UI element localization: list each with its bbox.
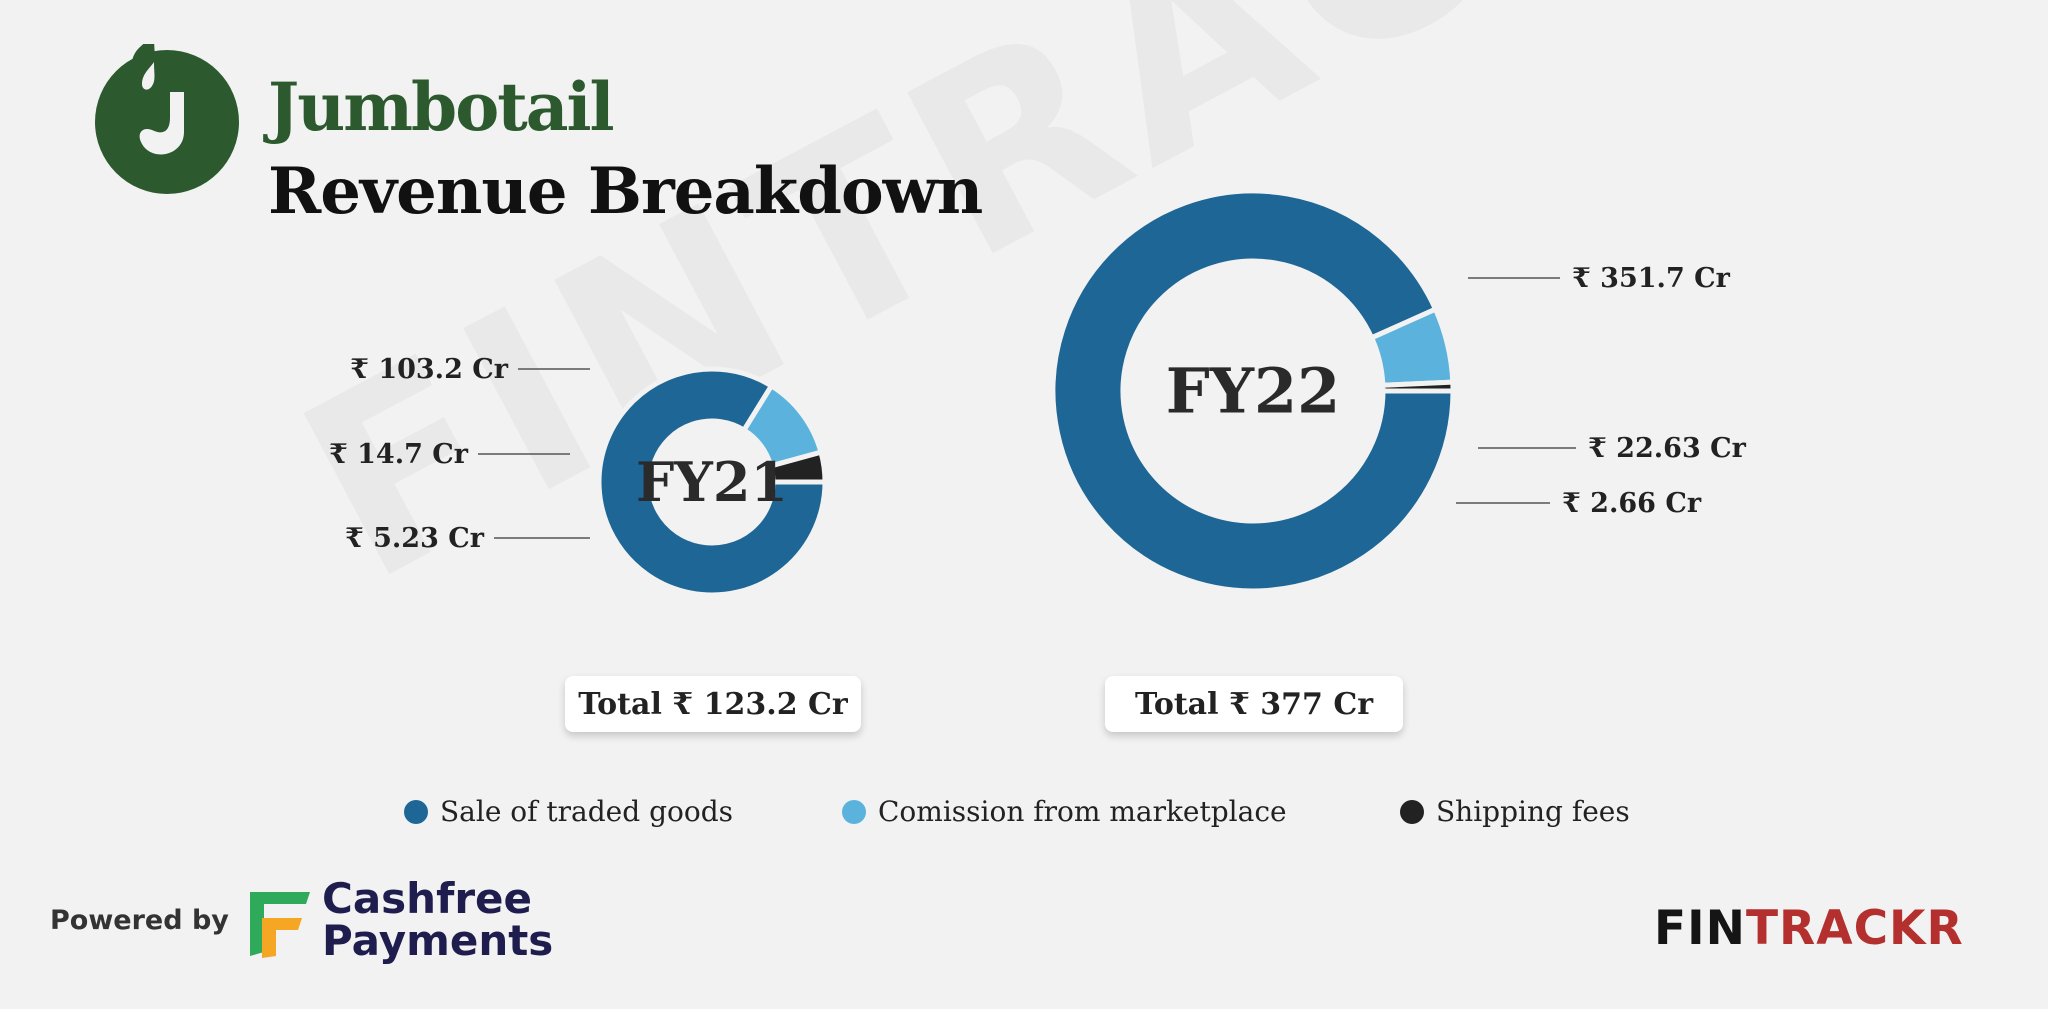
chart-legend: Sale of traded goods Comission from mark… — [400, 795, 1660, 835]
fy22-donut: FY22 ₹ 351.7 Cr ₹ 22.63 Cr ₹ 2.66 Cr — [1050, 188, 1747, 594]
legend-swatch-shipping — [1400, 799, 1424, 824]
page-title: Revenue Breakdown — [268, 154, 983, 229]
fy22-value-label-3: ₹ 2.66 Cr — [1562, 488, 1702, 519]
fy22-slice-1 — [1050, 188, 1456, 594]
jumbotail-logo-icon — [95, 44, 239, 194]
fy21-donut: FY21 ₹ 103.2 Cr ₹ 14.7 Cr ₹ 5.23 Cr — [329, 354, 828, 598]
legend-label-sale: Sale of traded goods — [440, 795, 734, 828]
fy21-total-label: Total ₹ 123.2 Cr — [578, 686, 848, 722]
cashfree-line1: Cashfree — [322, 874, 533, 923]
fintrackr-logo: FINTRACKR — [1654, 905, 1964, 952]
fy21-slice-3 — [767, 449, 828, 485]
cashfree-wordmark: Cashfree Payments — [322, 874, 554, 965]
fy21-total-badge: Total ₹ 123.2 Cr — [565, 676, 861, 732]
powered-by-label: Powered by — [50, 905, 229, 936]
fy22-slice-3 — [1380, 379, 1456, 394]
legend-item-sale: Sale of traded goods — [404, 795, 733, 828]
brand-name: Jumbotail — [268, 68, 615, 146]
fy22-total-label: Total ₹ 377 Cr — [1134, 686, 1374, 722]
fy21-center-label: FY21 — [636, 450, 788, 514]
fintrackr-logo-part2: TRACKR — [1745, 901, 1964, 956]
legend-label-commission: Comission from marketplace — [878, 795, 1287, 828]
legend-label-shipping: Shipping fees — [1436, 795, 1630, 828]
fy22-center-label: FY22 — [1166, 355, 1341, 428]
cashfree-line2: Payments — [322, 916, 554, 965]
legend-item-shipping: Shipping fees — [1400, 795, 1630, 828]
legend-swatch-sale — [404, 799, 428, 824]
fy22-total-badge: Total ₹ 377 Cr — [1105, 676, 1403, 732]
fy22-value-label-1: ₹ 351.7 Cr — [1572, 263, 1731, 294]
fy21-slice-1 — [596, 366, 828, 598]
fy21-value-label-2: ₹ 14.7 Cr — [329, 439, 469, 470]
fintrackr-logo-part1: FIN — [1654, 901, 1746, 956]
fy21-value-label-3: ₹ 5.23 Cr — [345, 523, 485, 554]
legend-swatch-commission — [842, 799, 866, 824]
cashfree-logo-icon — [250, 892, 310, 958]
fy21-value-label-1: ₹ 103.2 Cr — [350, 354, 509, 385]
legend-item-commission: Comission from marketplace — [842, 795, 1287, 828]
fy22-value-label-2: ₹ 22.63 Cr — [1588, 433, 1747, 464]
